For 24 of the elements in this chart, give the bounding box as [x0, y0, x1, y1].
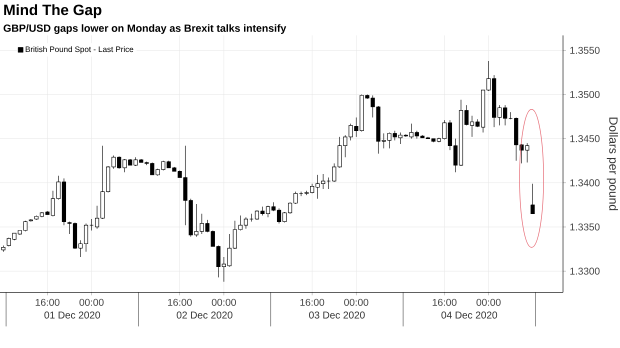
- y-tick-label: 1.3450: [570, 135, 600, 142]
- chart-title: Mind The Gap: [4, 4, 102, 18]
- candlestick: [294, 191, 298, 204]
- y-tick-label: 1.3500: [570, 90, 600, 98]
- candlestick: [321, 174, 326, 190]
- text: 03 Dec 2020: [309, 312, 365, 319]
- y-tick-label: 1.3550: [570, 46, 600, 54]
- y-tick-label: 1.3300: [570, 268, 600, 275]
- x-tick-label: 00:00: [344, 298, 368, 306]
- x-tick-label: 16:00: [168, 298, 192, 306]
- y-tick-label: 1.3400: [570, 179, 600, 186]
- chart-subtitle: GBP/USD gaps lower on Monday as Brexit talks intensify: [4, 24, 286, 34]
- x-tick-label: 00:00: [212, 298, 236, 306]
- y-tick-label: 1.3350: [570, 223, 600, 231]
- x-tick-label: 16:00: [300, 298, 324, 306]
- x-tick-label: 16:00: [432, 298, 457, 306]
- text: 01 Dec 2020: [44, 312, 100, 319]
- x-tick-label: 00:00: [476, 298, 501, 306]
- x-tick-label: 00:00: [79, 298, 104, 306]
- text: 02 Dec 2020: [176, 312, 232, 319]
- x-tick-label: 16:00: [36, 298, 60, 306]
- candlestick: [530, 183, 535, 214]
- text: 04 Dec 2020: [441, 312, 498, 319]
- y-axis-title: Dollars per pound: [606, 118, 618, 210]
